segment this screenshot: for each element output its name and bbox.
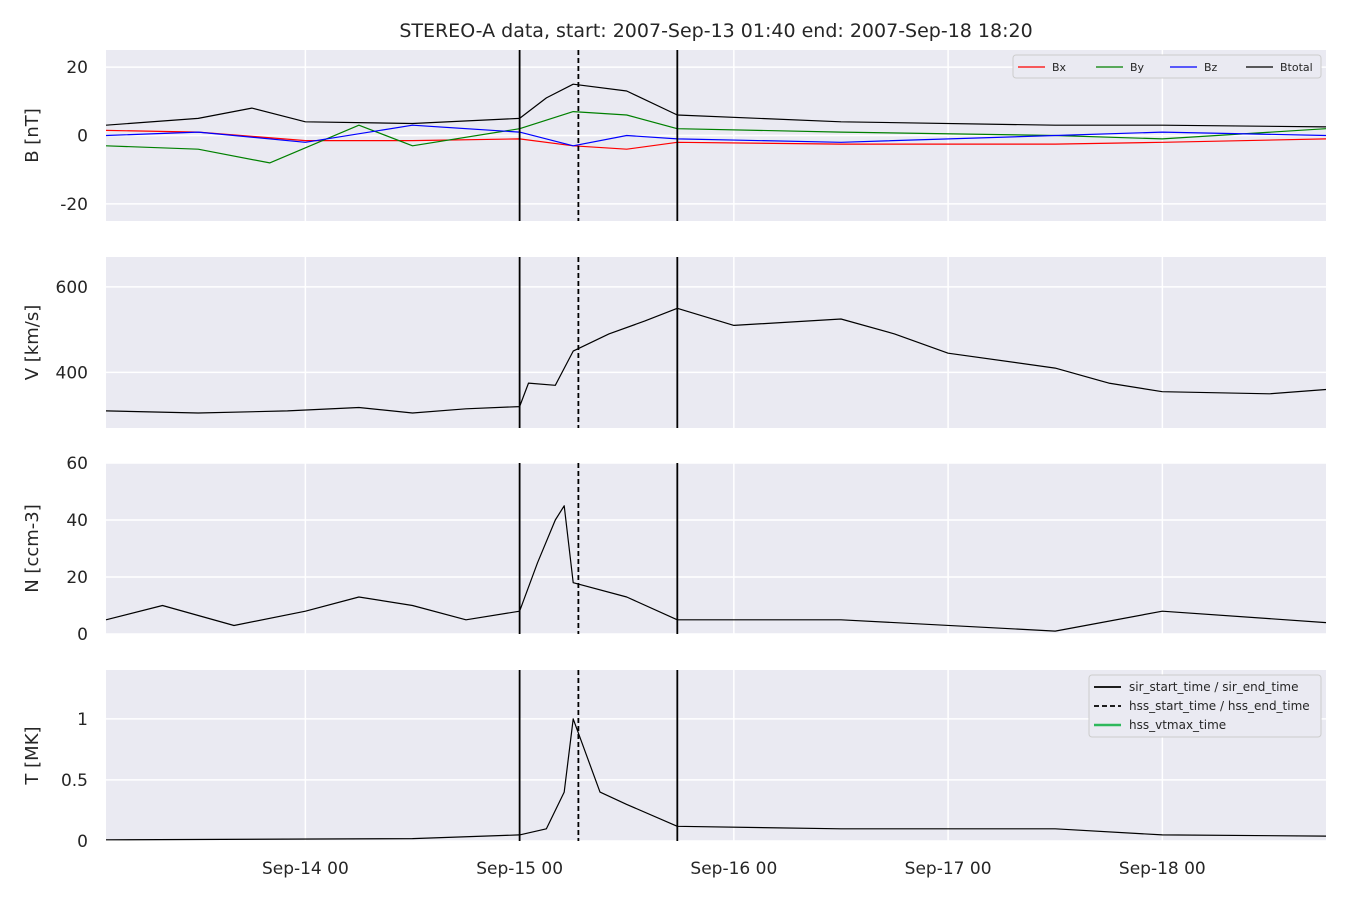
plot-area — [106, 257, 1326, 428]
y-tick-label: 20 — [66, 58, 88, 78]
legend-label-By: By — [1130, 61, 1145, 74]
panel-0: -20 0 20 B [nT] Bx By Bz Btotal — [22, 50, 1327, 221]
y-tick-label: 1 — [77, 710, 88, 730]
legend-label-Bx: Bx — [1052, 61, 1067, 74]
y-tick-label: 60 — [66, 454, 88, 474]
t-legend: sir_start_time / sir_end_time hss_start_t… — [1088, 674, 1322, 738]
y-tick-label: 0 — [77, 625, 88, 645]
x-tick-label: Sep-16 00 — [690, 859, 777, 879]
y-axis-label: T [MK] — [22, 726, 43, 785]
legend-label-1: hss_start_time / hss_end_time — [1129, 699, 1310, 713]
legend-box — [1012, 54, 1322, 79]
series-N-line — [105, 505, 1327, 632]
series-Bz-line — [105, 124, 1327, 147]
y-axis-label: V [km/s] — [22, 305, 43, 380]
y-axis-label: B [nT] — [22, 108, 43, 163]
x-tick-label: Sep-18 00 — [1119, 859, 1206, 879]
y-tick-label: -20 — [60, 195, 88, 215]
y-axis-label: N [ccm-3] — [22, 504, 43, 593]
b-legend: Bx By Bz Btotal — [1012, 54, 1322, 79]
y-tick-label: 20 — [66, 568, 88, 588]
y-tick-label: 400 — [56, 363, 88, 383]
y-tick-label: 0 — [77, 127, 88, 147]
series-Btotal-line — [105, 83, 1327, 128]
y-tick-label: 40 — [66, 511, 88, 531]
x-tick-label: Sep-14 00 — [262, 859, 349, 879]
legend-label-2: hss_vtmax_time — [1129, 718, 1226, 732]
x-tick-label: Sep-15 00 — [476, 859, 563, 879]
legend-label-Btotal: Btotal — [1280, 61, 1313, 74]
y-tick-label: 600 — [56, 278, 88, 298]
chart-title: STEREO-A data, start: 2007-Sep-13 01:40 … — [399, 20, 1032, 42]
y-tick-label: 0.5 — [61, 771, 88, 791]
series-Bx-line — [105, 129, 1327, 150]
panel-2: 0 20 40 60 N [ccm-3] — [22, 454, 1327, 645]
x-tick-label: Sep-17 00 — [905, 859, 992, 879]
legend-label-0: sir_start_time / sir_end_time — [1129, 680, 1299, 694]
series-V-line — [105, 307, 1327, 414]
y-tick-label: 0 — [77, 832, 88, 852]
x-axis: Sep-14 00 Sep-15 00 Sep-16 00 Sep-17 00 Sep-… — [262, 859, 1206, 879]
panel-3: 0 0.5 1 T [MK] sir_start_time / sir_end_time… — [22, 670, 1327, 852]
plot-area — [106, 463, 1326, 634]
legend-label-Bz: Bz — [1204, 61, 1218, 74]
panel-1: 400 600 V [km/s] — [22, 257, 1327, 428]
legend-box — [1088, 674, 1322, 738]
